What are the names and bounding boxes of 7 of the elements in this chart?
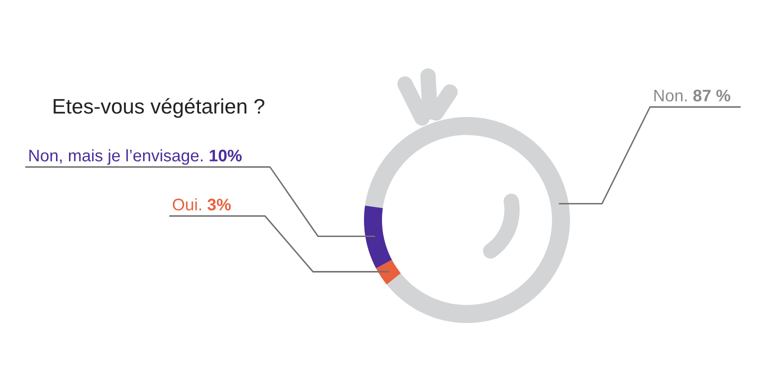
slice-label: Non.	[654, 90, 687, 102]
slice-label: Oui.	[172, 198, 202, 210]
data-label: 10%	[210, 150, 242, 162]
data-label: 87 %	[693, 90, 730, 102]
slice-label: Non, mais je l’envisage.	[29, 149, 202, 165]
data-label: 3%	[208, 198, 231, 210]
chart-title: Etes-vous végétarien ?	[54, 98, 264, 118]
